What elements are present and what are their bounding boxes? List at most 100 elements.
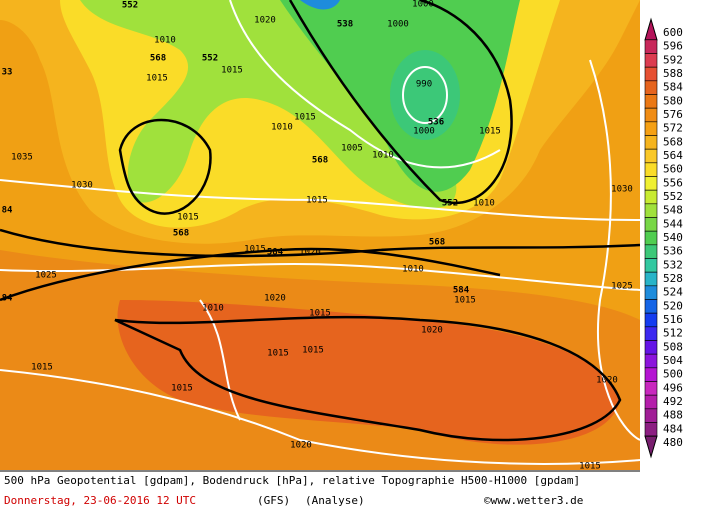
contour-label: 1000 <box>387 20 409 30</box>
colorbar-label: 520 <box>663 299 683 312</box>
contour-label: 552 <box>442 199 458 209</box>
colorbar-swatch <box>644 162 658 177</box>
colorbar-swatch <box>644 107 658 123</box>
colorbar-swatch <box>644 340 658 355</box>
contour-label: 568 <box>312 156 328 166</box>
colorbar-label: 532 <box>663 258 683 271</box>
contour-label: 1015 <box>309 309 331 319</box>
contour-label: 1015 <box>294 113 316 123</box>
colorbar-label: 508 <box>663 340 683 353</box>
contour-label: 1015 <box>454 296 476 306</box>
colorbar-swatch <box>644 299 658 314</box>
contour-label: 1010 <box>473 199 495 209</box>
contour-label: 1015 <box>479 127 501 137</box>
colorbar-label: 584 <box>663 81 683 94</box>
contour-label: 552 <box>122 1 138 11</box>
colorbar-swatch <box>644 94 658 109</box>
colorbar-label: 500 <box>663 368 683 381</box>
footer-run: (Analyse) <box>305 494 365 507</box>
colorbar-label: 544 <box>663 217 683 230</box>
colorbar-swatch <box>644 148 658 164</box>
contour-label: 1015 <box>221 66 243 76</box>
contour-label: 1010 <box>202 304 224 314</box>
contour-label: 1015 <box>267 349 289 359</box>
colorbar-label: 548 <box>663 204 683 217</box>
colorbar-label: 580 <box>663 94 683 107</box>
contour-label: 568 <box>150 54 166 64</box>
contour-label: 1010 <box>271 123 293 133</box>
colorbar-swatch <box>644 394 658 410</box>
contour-label: 1020 <box>421 326 443 336</box>
contour-label: 84 <box>2 206 13 216</box>
colorbar-swatch <box>644 66 658 82</box>
contour-label: 538 <box>337 20 353 30</box>
contour-label: 1020 <box>264 294 286 304</box>
contour-label: 568 <box>429 238 445 248</box>
colorbar-label: 592 <box>663 53 683 66</box>
colorbar-label: 528 <box>663 272 683 285</box>
footer-title: 500 hPa Geopotential [gdpam], Bodendruck… <box>4 474 580 487</box>
colorbar-swatch <box>644 326 658 341</box>
contour-label: 1015 <box>244 245 266 255</box>
colorbar-swatch <box>644 217 658 232</box>
colorbar-label: 512 <box>663 327 683 340</box>
footer-date: Donnerstag, 23-06-2016 12 UTC <box>4 494 196 507</box>
colorbar-swatch <box>644 230 658 246</box>
contour-label: 33 <box>2 68 13 78</box>
contour-label: 1030 <box>611 185 633 195</box>
low-blue <box>300 0 340 10</box>
colorbar-swatch <box>644 381 658 396</box>
contour-label: 584 <box>267 248 284 258</box>
colorbar-label: 552 <box>663 190 683 203</box>
colorbar-label: 600 <box>663 26 683 39</box>
colorbar-label: 596 <box>663 40 683 53</box>
colorbar-swatch <box>644 285 658 300</box>
colorbar-cap <box>644 435 658 459</box>
colorbar-label: 572 <box>663 122 683 135</box>
contour-label: 552 <box>202 54 218 64</box>
colorbar-label: 484 <box>663 422 683 435</box>
contour-label: 1015 <box>146 74 168 84</box>
colorbar-label: 588 <box>663 67 683 80</box>
contour-label: 1015 <box>306 196 328 206</box>
colorbar-label: 560 <box>663 163 683 176</box>
contour-label: 1020 <box>254 16 276 26</box>
colorbar-label: 536 <box>663 245 683 258</box>
contour-label: 1010 <box>372 151 394 161</box>
trough-green <box>80 0 457 209</box>
contour-label: 990 <box>416 80 432 90</box>
colorbar-swatch <box>644 53 658 68</box>
contour-label: 84 <box>2 294 13 304</box>
footer-model: (GFS) <box>257 494 290 507</box>
contour-label: 584 <box>453 286 470 296</box>
colorbar-label: 492 <box>663 395 683 408</box>
colorbar-swatch <box>644 312 658 328</box>
contour-label: 1015 <box>31 363 53 373</box>
colorbar-swatch <box>644 353 658 369</box>
hot-zone <box>117 300 620 445</box>
contour-label: 568 <box>173 229 189 239</box>
contour-label: 1015 <box>302 346 324 356</box>
colorbar-swatch <box>644 189 658 205</box>
footer-bg <box>0 470 704 513</box>
footer-credit: ©www.wetter3.de <box>484 494 583 507</box>
colorbar-swatch <box>644 258 658 273</box>
colorbar-swatch <box>644 176 658 191</box>
colorbar-swatch <box>644 244 658 259</box>
contour-label: 1010 <box>154 36 176 46</box>
contour-label: 1020 <box>299 248 321 258</box>
contour-label: 536 <box>428 118 444 128</box>
colorbar-label: 564 <box>663 149 683 162</box>
contour-label: 1015 <box>177 213 199 223</box>
colorbar-swatch <box>644 408 658 423</box>
contour-label: 1020 <box>596 376 618 386</box>
colorbar-label: 488 <box>663 409 683 422</box>
colorbar-swatch <box>644 367 658 382</box>
colorbar-swatch <box>644 80 658 95</box>
colorbar-label: 480 <box>663 436 683 449</box>
colorbar-swatch <box>644 121 658 136</box>
contour-label: 1030 <box>71 181 93 191</box>
colorbar-label: 568 <box>663 135 683 148</box>
colorbar-swatch <box>644 271 658 287</box>
